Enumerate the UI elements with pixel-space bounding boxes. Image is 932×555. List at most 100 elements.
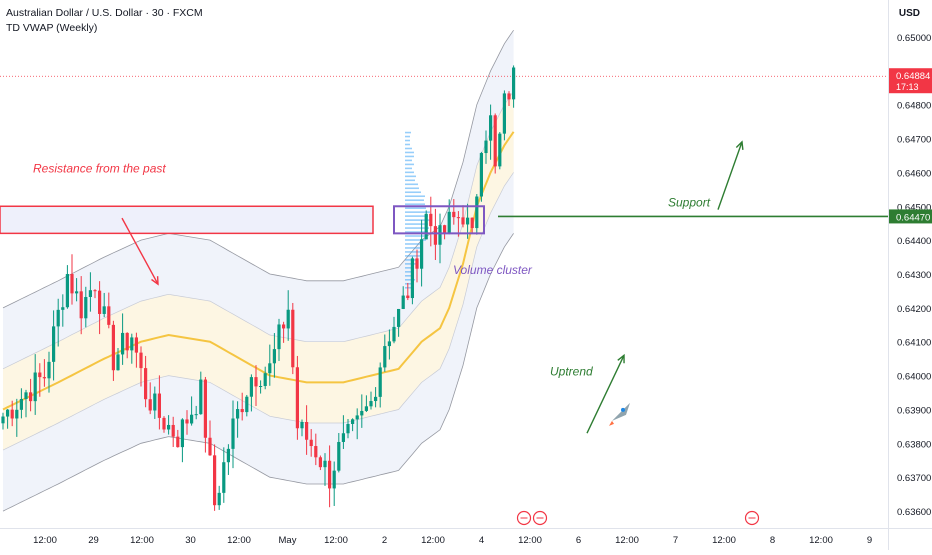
volume-profile-bar [405,227,429,229]
candle-body [443,225,447,233]
candle-body [111,324,115,371]
candle-body [121,332,125,355]
candle-body [392,326,396,342]
support-annotation: Support [668,195,711,209]
volume-profile-bar [405,175,416,178]
candle-body [194,414,198,416]
x-tick-label: 9 [867,535,872,546]
candle-body [484,140,488,154]
candle-body [314,446,318,458]
candle-body [61,307,65,310]
candle-body [318,457,322,468]
volume-profile-bar [405,271,414,273]
volume-profile-bar [405,215,428,217]
volume-profile-bar [405,195,425,198]
price-axis-divider [888,0,889,550]
candle-body [360,410,364,416]
candle-body [102,306,106,314]
candle-body [305,422,309,440]
y-tick-label: 0.64400 [897,236,931,247]
candle-body [378,367,382,397]
candle-body [222,462,226,493]
candle-body [24,392,28,400]
vwap-outer-band-line-1 [2,233,514,512]
candle-body [56,309,60,327]
candle-body [144,368,148,400]
indicator-label[interactable]: TD VWAP (Weekly) [6,22,98,34]
x-tick-label: 4 [479,535,484,546]
x-tick-label: 12:00 [324,535,348,546]
candle-body [401,295,405,309]
candle-body [493,115,497,167]
volume-profile-bar [405,151,414,154]
candle-body [351,419,355,424]
x-tick-label: 12:00 [809,535,833,546]
candle-body [125,332,129,351]
x-tick-label: 12:00 [130,535,154,546]
candle-body [203,379,207,438]
x-tick-label: May [279,535,297,546]
candle-body [52,326,56,362]
x-tick-label: 12:00 [33,535,57,546]
candle-body [475,196,479,229]
volume-profile-bar [405,219,430,221]
candle-body [65,274,69,308]
last-price-label: 0.64884 [896,71,930,82]
volume-profile-bar [405,171,414,174]
volume-profile-bar [405,207,426,209]
volume-profile-bar [405,251,420,253]
candle-body [291,309,295,368]
candle-body [424,213,428,240]
candle-body [502,93,506,134]
volume-profile-bar [405,203,425,205]
candle-body [185,419,189,424]
candle-body [456,217,460,219]
volume-profile-bar [405,147,412,150]
candle-body [489,115,493,141]
uptrend-arrow-head [617,353,625,364]
volume-profile-bar [405,211,430,213]
support-arrow-head [735,140,744,150]
time-axis-divider [0,528,932,529]
candle-body [433,226,437,245]
volume-profile-bar [405,135,410,138]
volume-profile-bar [405,231,428,233]
volume-profile-bar [405,247,423,249]
volume-profile-bar [405,223,428,225]
candle-body [328,460,332,489]
candle-body [397,308,401,327]
candle-body [383,346,387,368]
y-tick-label: 0.63800 [897,439,931,450]
candle-body [98,290,102,314]
candle-body [268,363,272,374]
candle-body [369,401,373,407]
uptrend-arrow [586,354,625,434]
x-tick-label: 12:00 [518,535,542,546]
y-tick-label: 0.65000 [897,33,931,44]
volume-profile-bar [405,131,411,134]
resistance-arrow [121,217,159,285]
y-tick-label: 0.63600 [897,507,931,518]
x-tick-label: 12:00 [421,535,445,546]
volume-cluster-box [393,205,485,235]
candle-body [79,291,83,319]
candle-body [249,377,253,397]
candle-body [245,396,249,413]
candle-body [236,409,240,419]
currency-label[interactable]: USD [898,8,920,19]
volume-profile-bar [405,155,414,158]
volume-profile-bar [405,167,412,170]
y-tick-label: 0.64300 [897,270,931,281]
candle-body [93,290,97,292]
candle-body [479,153,483,197]
symbol-title[interactable]: Australian Dollar / U.S. Dollar · 30 · F… [6,7,203,19]
candle-body [180,419,184,448]
candle-body [300,422,304,429]
vwap-line [2,131,515,411]
y-tick-label: 0.64700 [897,135,931,146]
candle-body [134,337,138,353]
candle-body [47,361,51,379]
candle-body [364,406,368,411]
